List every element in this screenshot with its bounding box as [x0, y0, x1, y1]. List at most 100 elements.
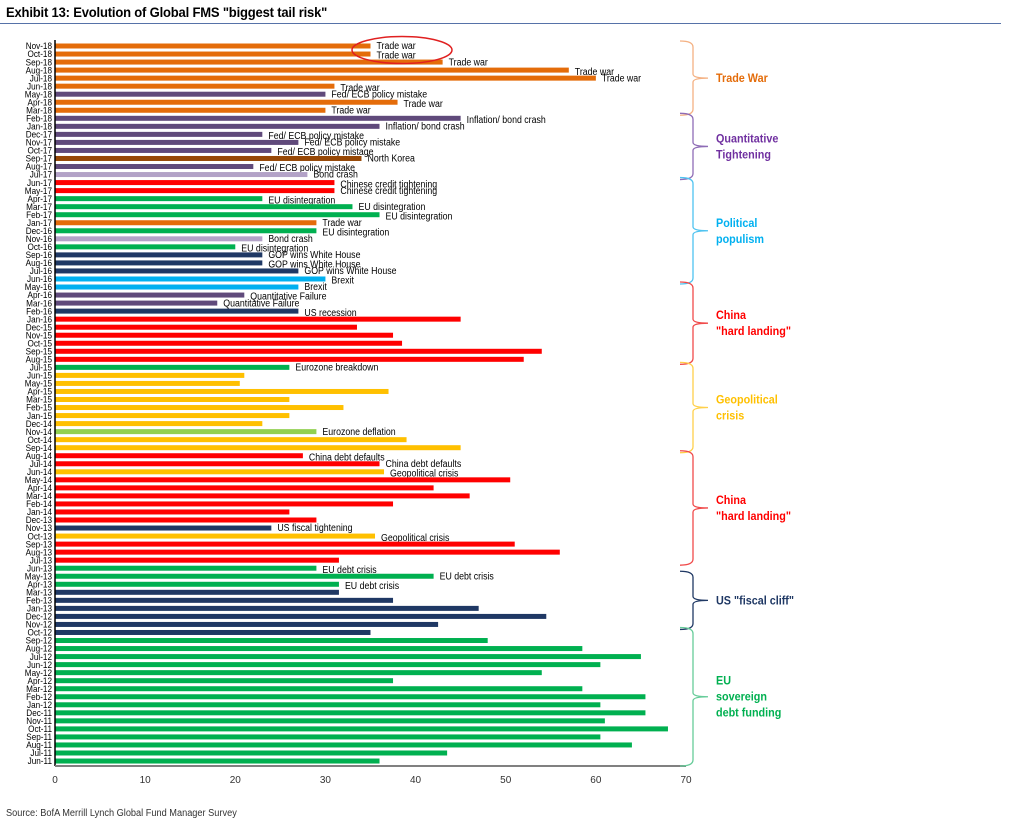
y-tick-label: Jan-18: [27, 121, 52, 132]
y-tick-label: Feb-18: [26, 113, 52, 124]
y-tick-label: Dec-16: [26, 225, 52, 236]
y-tick-label: Oct-16: [28, 241, 53, 252]
group-brace: [679, 176, 709, 285]
bar: [55, 493, 470, 499]
group-label: "hard landing": [716, 510, 791, 523]
y-tick-label: Jul-17: [30, 169, 52, 180]
group-brace: [679, 361, 709, 454]
bar: [55, 621, 439, 627]
bar: [55, 405, 344, 411]
y-tick-label: Apr-14: [28, 482, 53, 493]
y-tick-label: Jun-15: [27, 370, 52, 381]
y-tick-label: Sep-12: [26, 635, 52, 646]
group-label: China: [716, 310, 747, 323]
y-tick-label: Aug-18: [26, 65, 52, 76]
x-tick-label: 40: [410, 775, 422, 786]
bar: [55, 212, 380, 218]
bar: [55, 541, 515, 547]
bar-label: US recession: [304, 306, 356, 318]
y-tick-label: Apr-18: [28, 97, 53, 108]
group-label: Trade War: [716, 73, 768, 86]
bar: [55, 292, 245, 298]
bar-label: GOP wins White House: [304, 265, 396, 277]
y-tick-label: Nov-12: [26, 619, 52, 630]
bar: [55, 51, 371, 57]
group-brace: [679, 570, 709, 631]
bar: [55, 356, 524, 362]
y-tick-label: Oct-14: [28, 434, 53, 445]
bar: [55, 517, 317, 523]
bar: [55, 155, 362, 161]
y-tick-label: Jul-18: [30, 73, 52, 84]
bar: [55, 276, 326, 282]
bar: [55, 654, 641, 660]
y-tick-label: Jun-13: [27, 563, 52, 574]
group-label: US "fiscal cliff": [716, 595, 794, 608]
bar-label: Trade war: [575, 65, 614, 77]
bar: [55, 589, 339, 595]
bar-label: GOP wins White House: [268, 258, 360, 270]
y-tick-label: Aug-12: [26, 643, 52, 654]
bar-label: EU disintegration: [268, 194, 335, 206]
bar: [55, 758, 380, 764]
y-tick-label: Apr-12: [28, 675, 53, 686]
bar: [55, 67, 569, 73]
bar-label: Trade war: [340, 81, 379, 93]
bar-label: Eurozone breakdown: [295, 361, 378, 373]
bar-label: Trade war: [377, 40, 416, 52]
bar: [55, 324, 357, 330]
y-tick-label: May-17: [25, 185, 52, 196]
y-tick-label: Mar-12: [26, 683, 52, 694]
bar: [55, 196, 263, 202]
y-tick-label: Jul-11: [30, 748, 52, 759]
x-tick-label: 0: [52, 775, 58, 786]
y-tick-label: Jun-16: [27, 274, 52, 285]
bar: [55, 380, 240, 386]
y-tick-label: Mar-13: [26, 587, 52, 598]
y-tick-label: Jun-18: [27, 81, 52, 92]
bar: [55, 139, 299, 145]
bar-label: Chinese credit tightening: [340, 184, 437, 196]
y-tick-label: Dec-11: [26, 707, 52, 718]
y-tick-label: Feb-17: [26, 209, 52, 220]
bar-label: Bond crash: [313, 168, 357, 180]
bar: [55, 573, 434, 579]
y-tick-label: Aug-16: [26, 258, 52, 269]
group-label: sovereign: [716, 691, 767, 704]
y-tick-label: Sep-15: [26, 346, 52, 357]
bar-label: US fiscal tightening: [277, 522, 352, 534]
y-tick-label: Oct-13: [28, 531, 53, 542]
y-tick-label: May-16: [25, 282, 52, 293]
y-tick-label: Jan-15: [27, 410, 52, 421]
bar-label: Fed/ ECB policy mistake: [259, 162, 355, 174]
y-tick-label: Nov-16: [26, 233, 52, 244]
bar-label: Brexit: [331, 274, 354, 286]
y-tick-label: Dec-14: [26, 418, 52, 429]
y-tick-label: Apr-17: [28, 193, 53, 204]
bar-label: Bond crash: [268, 232, 312, 244]
bar: [55, 348, 542, 354]
y-tick-label: Mar-16: [26, 298, 52, 309]
bar: [55, 180, 335, 186]
group-brace: [679, 281, 709, 365]
bar: [55, 316, 461, 322]
bar: [55, 340, 403, 346]
group-label: Quantitative: [716, 133, 778, 146]
bar: [55, 43, 371, 49]
bar: [55, 164, 254, 170]
bar: [55, 59, 443, 65]
y-tick-label: Feb-16: [26, 306, 52, 317]
bar: [55, 172, 308, 178]
y-tick-label: Jun-11: [28, 756, 52, 767]
y-tick-label: Nov-13: [26, 523, 52, 534]
x-tick-label: 60: [590, 775, 602, 786]
bar: [55, 469, 385, 475]
bar: [55, 726, 668, 732]
y-tick-label: Nov-11: [26, 715, 52, 726]
group-label: Geopolitical: [716, 394, 778, 407]
bar: [55, 83, 335, 89]
y-tick-label: Feb-15: [26, 402, 52, 413]
y-tick-label: Mar-18: [26, 105, 52, 116]
bar-label: Brexit: [304, 281, 327, 293]
bar: [55, 678, 394, 684]
